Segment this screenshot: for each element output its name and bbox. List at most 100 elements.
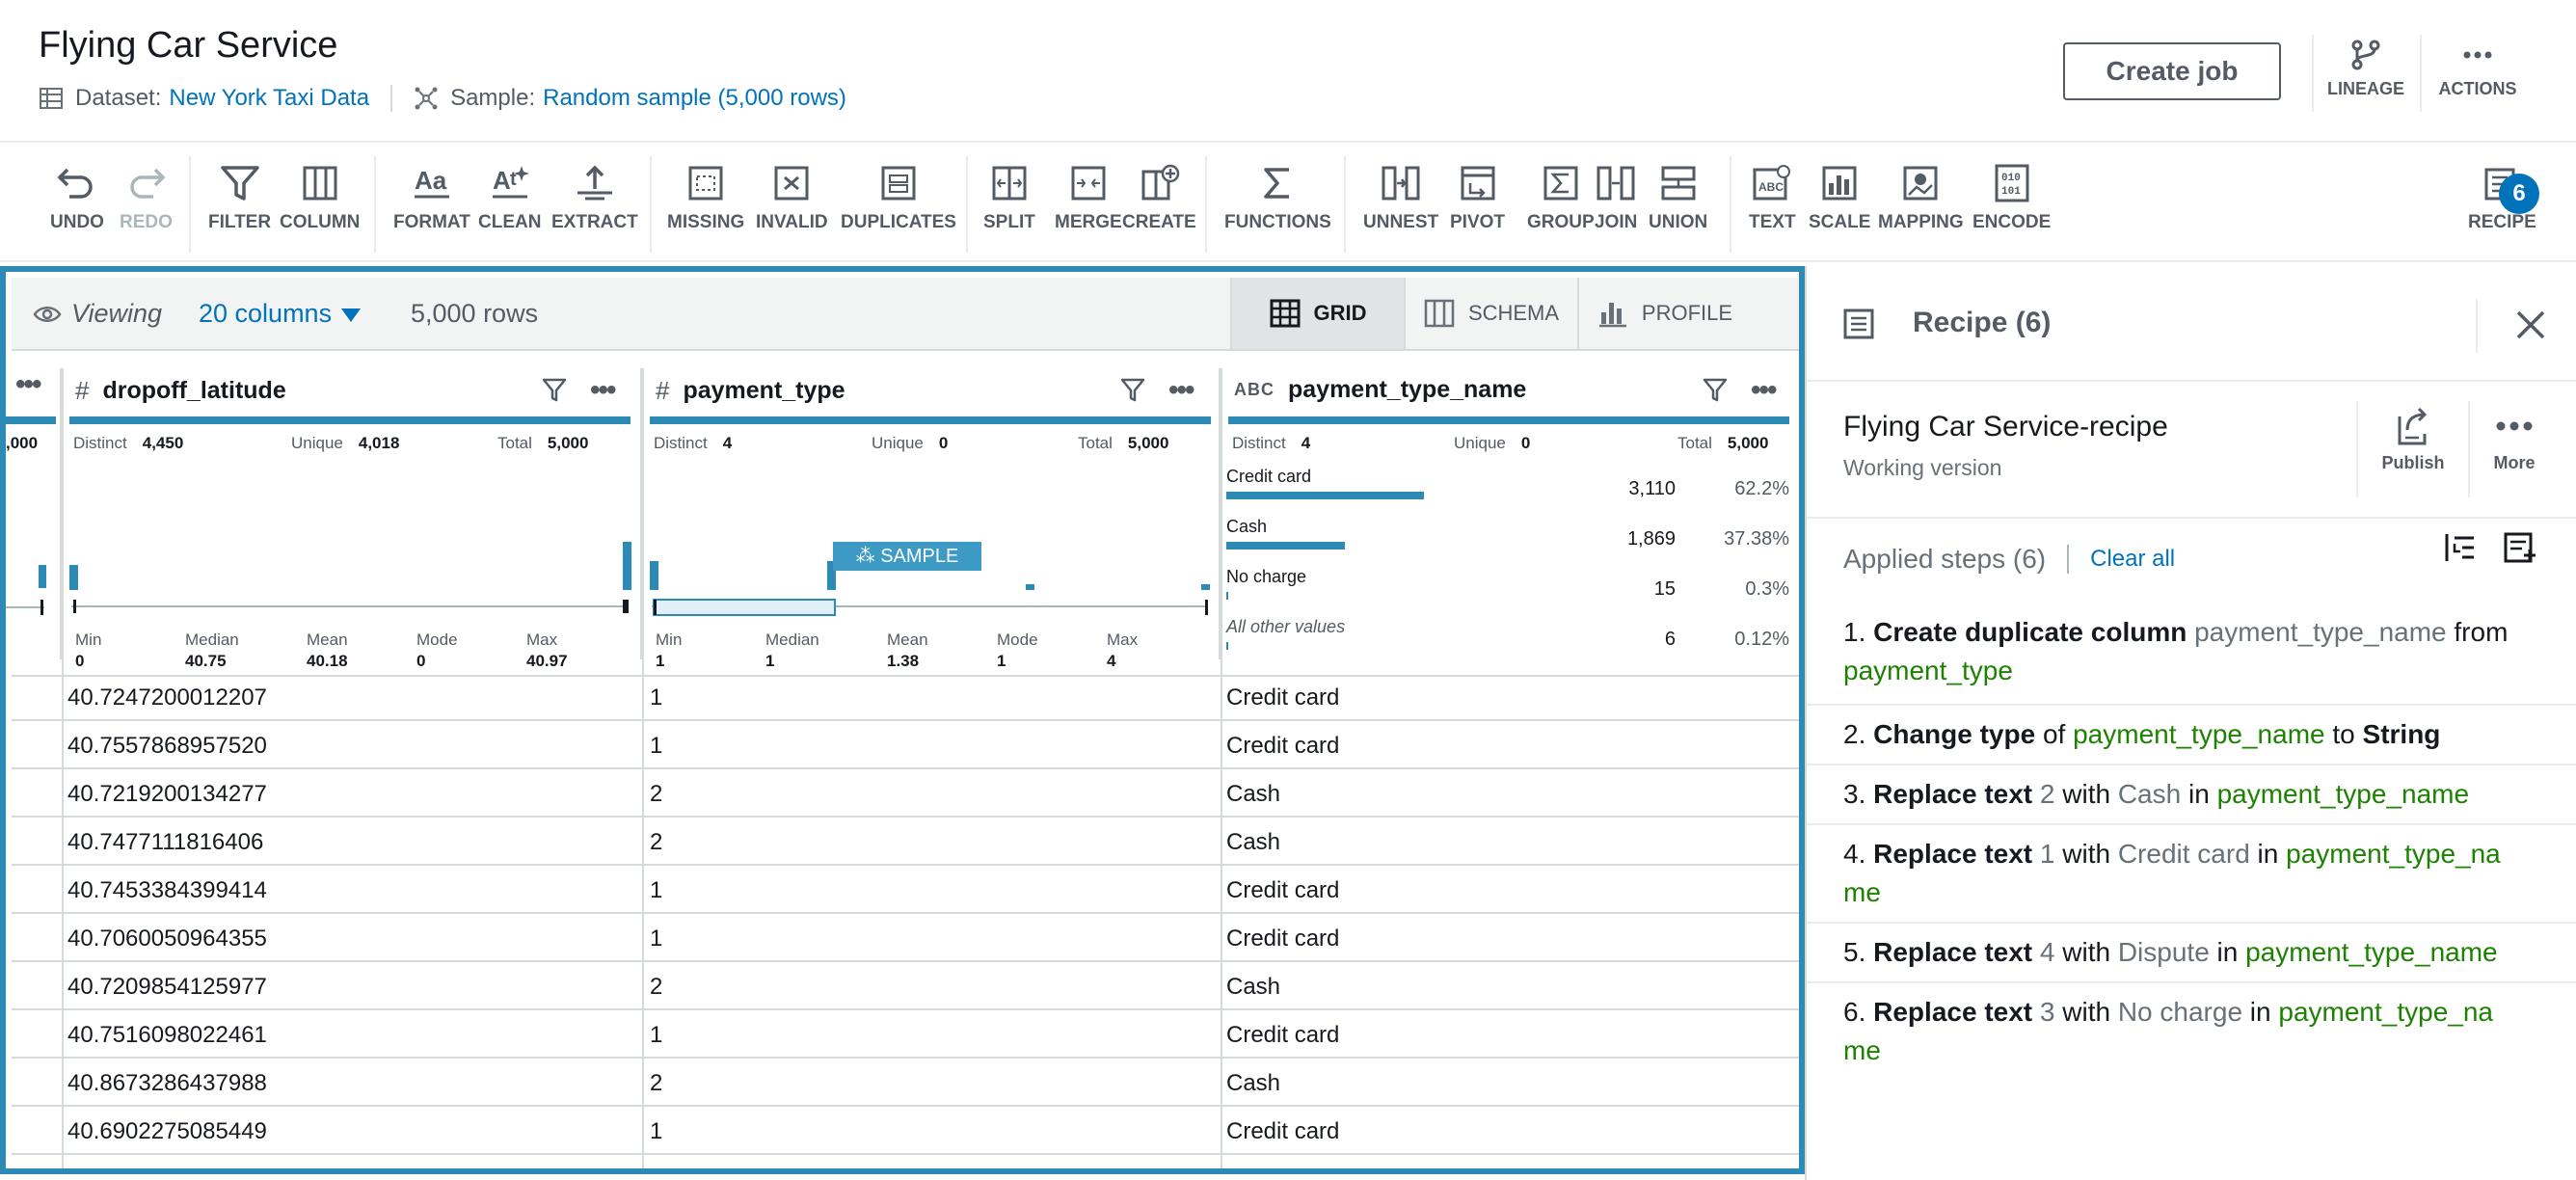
merge-button[interactable]: MERGE [1055, 164, 1122, 233]
cell-dropoff-latitude[interactable]: 40.7209854125977 [67, 974, 267, 1000]
recipe-step[interactable]: 2. Change type of payment_type_name to S… [1843, 719, 2441, 749]
dataset-link[interactable]: New York Taxi Data [169, 85, 370, 111]
pivot-button[interactable]: PIVOT [1450, 164, 1505, 233]
union-button[interactable]: UNION [1649, 164, 1707, 233]
category-label[interactable]: Credit card [1226, 467, 1312, 486]
recipe-step[interactable]: 4. Replace text 1 with Credit card in pa… [1843, 839, 2501, 907]
column-menu-dots-icon[interactable]: ••• [1751, 374, 1777, 406]
cell-payment-type-name[interactable]: Credit card [1226, 684, 1340, 711]
table-row[interactable]: 40.7477111816406 2 Cash [12, 818, 1799, 866]
scale-button[interactable]: SCALE [1809, 164, 1870, 233]
table-row[interactable]: 40.7516098022461 1 Credit card [12, 1010, 1799, 1059]
columns-dropdown[interactable]: 20 columns [199, 299, 362, 329]
actions-button[interactable]: ACTIONS [2420, 39, 2536, 99]
cell-payment-type[interactable]: 1 [650, 1022, 663, 1048]
add-step-icon[interactable] [2503, 530, 2537, 565]
join-button[interactable]: JOIN [1595, 164, 1637, 233]
cell-dropoff-latitude[interactable]: 40.7060050964355 [67, 925, 267, 952]
encode-button[interactable]: 010 101 ENCODE [1972, 164, 2051, 233]
more-button[interactable]: More [2476, 405, 2553, 473]
cell-payment-type-name[interactable]: Cash [1226, 829, 1281, 855]
functions-button[interactable]: FUNCTIONS [1224, 164, 1331, 233]
cell-payment-type-name[interactable]: Credit card [1226, 1118, 1340, 1144]
cell-dropoff-latitude[interactable]: 40.7453384399414 [67, 877, 267, 903]
undo-button[interactable]: UNDO [50, 164, 104, 233]
missing-button[interactable]: MISSING [667, 164, 744, 233]
category-label[interactable]: No charge [1226, 567, 1307, 586]
lineage-button[interactable]: LINEAGE [2308, 39, 2424, 99]
invalid-button[interactable]: INVALID [756, 164, 828, 233]
collapse-steps-icon[interactable] [2443, 530, 2478, 565]
close-icon[interactable] [2514, 308, 2547, 341]
table-row[interactable]: 40.7219200134277 2 Cash [12, 769, 1799, 818]
group-button[interactable]: GROUP [1527, 164, 1595, 233]
cell-dropoff-latitude[interactable]: 40.7477111816406 [67, 829, 264, 855]
tab-grid[interactable]: GRID [1230, 278, 1404, 349]
unnest-button[interactable]: UNNEST [1363, 164, 1438, 233]
cell-payment-type[interactable]: 2 [650, 1070, 663, 1096]
cell-payment-type-name[interactable]: Credit card [1226, 1022, 1340, 1048]
create-button[interactable]: CREATE [1122, 164, 1196, 233]
cell-payment-type[interactable]: 2 [650, 781, 663, 807]
column-menu-dots-icon[interactable]: ••• [590, 374, 616, 406]
cell-payment-type-name[interactable]: Credit card [1226, 877, 1340, 903]
column-menu-dots-icon[interactable]: ••• [15, 368, 41, 400]
cell-dropoff-latitude[interactable]: 40.7247200012207 [67, 684, 267, 711]
cell-payment-type[interactable]: 2 [650, 974, 663, 1000]
tab-profile[interactable]: PROFILE [1577, 278, 1751, 349]
table-row[interactable]: 40.8673286437988 2 Cash [12, 1059, 1799, 1107]
cell-dropoff-latitude[interactable]: 40.8673286437988 [67, 1070, 267, 1096]
recipe-step[interactable]: 5. Replace text 4 with Dispute in paymen… [1843, 937, 2498, 967]
mapping-button[interactable]: MAPPING [1878, 164, 1964, 233]
column-menu-dots-icon[interactable]: ••• [1168, 374, 1194, 406]
duplicates-button[interactable]: DUPLICATES [841, 164, 956, 233]
table-row[interactable]: 40.7453384399414 1 Credit card [12, 866, 1799, 914]
split-button[interactable]: SPLIT [983, 164, 1035, 233]
column-header-payment-type[interactable]: # payment_type ••• Distinct 4 Unique 0 Tot… [642, 368, 1221, 670]
clear-all-link[interactable]: Clear all [2090, 546, 2176, 572]
column-header-dropoff-latitude[interactable]: # dropoff_latitude ••• Distinct 4,450 Uni… [62, 368, 642, 670]
cell-payment-type[interactable]: 2 [650, 829, 663, 855]
recipe-step[interactable]: 3. Replace text 2 with Cash in payment_t… [1843, 779, 2470, 809]
cell-payment-type[interactable]: 1 [650, 684, 663, 711]
column-button[interactable]: COLUMN [280, 164, 360, 233]
filter-button[interactable]: FILTER [208, 164, 271, 233]
cell-payment-type-name[interactable]: Credit card [1226, 925, 1340, 952]
category-label[interactable]: All other values [1226, 617, 1346, 636]
cell-dropoff-latitude[interactable]: 40.7516098022461 [67, 1022, 267, 1048]
table-row[interactable]: 40.7247200012207 1 Credit card [12, 673, 1799, 721]
cell-payment-type[interactable]: 1 [650, 1118, 663, 1144]
text-button[interactable]: ABC TEXT [1749, 164, 1796, 233]
table-row[interactable]: 40.6902275085449 1 Credit card [12, 1107, 1799, 1155]
cell-payment-type[interactable]: 1 [650, 877, 663, 903]
sample-link[interactable]: Random sample (5,000 rows) [543, 85, 846, 111]
recipe-step[interactable]: 6. Replace text 3 with No charge in paym… [1843, 997, 2493, 1065]
table-row[interactable]: 40.7557868957520 1 Credit card [12, 721, 1799, 769]
column-title: # payment_type [656, 376, 845, 406]
cell-payment-type[interactable]: 1 [650, 925, 663, 952]
table-row[interactable]: 40.7209854125977 2 Cash [12, 962, 1799, 1010]
publish-button[interactable]: Publish [2370, 405, 2456, 473]
extract-button[interactable]: EXTRACT [551, 164, 638, 233]
cell-payment-type-name[interactable]: Cash [1226, 1070, 1281, 1096]
cell-payment-type-name[interactable]: Credit card [1226, 733, 1340, 759]
cell-payment-type-name[interactable]: Cash [1226, 781, 1281, 807]
format-button[interactable]: Aa FORMAT [393, 164, 470, 233]
column-header-payment-type-name[interactable]: ABC payment_type_name ••• Distinct 4 Uniq… [1221, 368, 1799, 659]
cell-dropoff-latitude[interactable]: 40.7557868957520 [67, 733, 267, 759]
tab-schema[interactable]: SCHEMA [1404, 278, 1577, 349]
filter-icon[interactable] [542, 378, 567, 403]
create-job-button[interactable]: Create job [2063, 42, 2281, 100]
category-label[interactable]: Cash [1226, 517, 1268, 536]
cell-dropoff-latitude[interactable]: 40.7219200134277 [67, 781, 267, 807]
cell-dropoff-latitude[interactable]: 40.6902275085449 [67, 1118, 267, 1144]
column-stats: Distinct 4 Unique 0 Total 5,000 [654, 434, 1213, 453]
recipe-step[interactable]: 1. Create duplicate column payment_type_… [1843, 617, 2509, 685]
cell-payment-type[interactable]: 1 [650, 733, 663, 759]
cell-payment-type-name[interactable]: Cash [1226, 974, 1281, 1000]
filter-icon[interactable] [1703, 378, 1728, 403]
filter-icon[interactable] [1120, 378, 1145, 403]
table-row[interactable]: 40.7060050964355 1 Credit card [12, 914, 1799, 962]
redo-button[interactable]: REDO [120, 164, 173, 233]
